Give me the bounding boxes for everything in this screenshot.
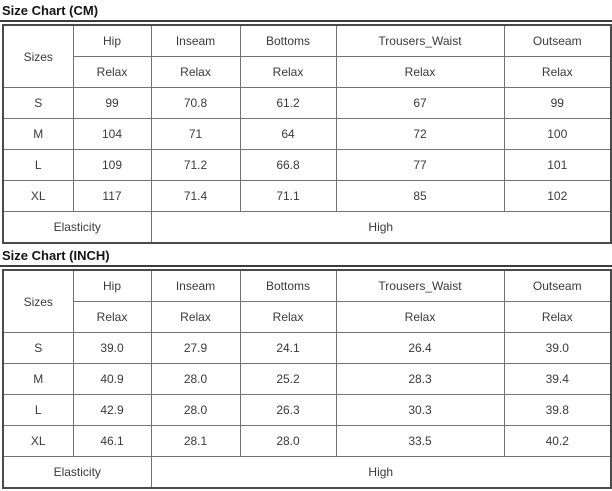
- value-cell: 99: [503, 87, 612, 119]
- value-cell: 71.1: [239, 180, 337, 212]
- value-cell: 39.0: [503, 332, 612, 364]
- value-cell: 42.9: [72, 394, 152, 426]
- column-header-row: Sizes Hip Inseam Bottoms Trousers_Waist …: [2, 269, 612, 333]
- size-label-cell: L: [2, 394, 74, 426]
- elasticity-value-cell: High: [150, 456, 612, 489]
- column-header-bottoms: Bottoms: [239, 269, 337, 302]
- value-cell: 27.9: [150, 332, 241, 364]
- value-cell: 70.8: [150, 87, 241, 119]
- value-cell: 46.1: [72, 425, 152, 457]
- value-cell: 64: [239, 118, 337, 150]
- size-label-cell: XL: [2, 180, 74, 212]
- subheader-relax: Relax: [503, 301, 612, 333]
- table-row-s: S 39.0 27.9 24.1 26.4 39.0: [2, 332, 612, 364]
- value-cell: 102: [503, 180, 612, 212]
- value-cell: 109: [72, 149, 152, 181]
- column-header-hip: Hip: [72, 269, 152, 302]
- value-cell: 26.4: [335, 332, 505, 364]
- column-header-outseam: Outseam: [503, 269, 612, 302]
- value-cell: 71: [150, 118, 241, 150]
- column-header-inseam: Inseam: [150, 269, 241, 302]
- table-row-l: L 42.9 28.0 26.3 30.3 39.8: [2, 394, 612, 426]
- table-row-xl: XL 117 71.4 71.1 85 102: [2, 180, 612, 212]
- table-row-xl: XL 46.1 28.1 28.0 33.5 40.2: [2, 425, 612, 457]
- value-cell: 26.3: [239, 394, 337, 426]
- value-cell: 71.2: [150, 149, 241, 181]
- subheader-relax: Relax: [335, 56, 505, 88]
- value-cell: 77: [335, 149, 505, 181]
- size-label-cell: L: [2, 149, 74, 181]
- table-row-m: M 104 71 64 72 100: [2, 118, 612, 150]
- size-chart-inch-table: Sizes Hip Inseam Bottoms Trousers_Waist …: [2, 269, 612, 489]
- size-label-cell: M: [2, 363, 74, 395]
- size-label-cell: M: [2, 118, 74, 150]
- column-header-trousers-waist: Trousers_Waist: [335, 269, 505, 302]
- size-chart-inch-title: Size Chart (INCH): [0, 246, 612, 267]
- elasticity-label-cell: Elasticity: [2, 456, 152, 489]
- subheader-relax: Relax: [72, 56, 152, 88]
- subheader-relax: Relax: [239, 56, 337, 88]
- sizes-corner-cell: Sizes: [2, 24, 74, 88]
- subheader-relax: Relax: [335, 301, 505, 333]
- value-cell: 85: [335, 180, 505, 212]
- value-cell: 25.2: [239, 363, 337, 395]
- elasticity-label-cell: Elasticity: [2, 211, 152, 244]
- value-cell: 72: [335, 118, 505, 150]
- value-cell: 33.5: [335, 425, 505, 457]
- subheader-row: Relax Relax Relax Relax Relax: [3, 56, 612, 88]
- column-header-row: Sizes Hip Inseam Bottoms Trousers_Waist …: [2, 24, 612, 88]
- table-row-l: L 109 71.2 66.8 77 101: [2, 149, 612, 181]
- table-row-s: S 99 70.8 61.2 67 99: [2, 87, 612, 119]
- elasticity-row: Elasticity High: [2, 211, 612, 244]
- subheader-relax: Relax: [239, 301, 337, 333]
- value-cell: 117: [72, 180, 152, 212]
- value-cell: 40.9: [72, 363, 152, 395]
- value-cell: 71.4: [150, 180, 241, 212]
- column-header-trousers-waist: Trousers_Waist: [335, 24, 505, 57]
- column-header-outseam: Outseam: [503, 24, 612, 57]
- value-cell: 40.2: [503, 425, 612, 457]
- size-chart-cm-section: Size Chart (CM) Sizes Hip Inseam Bottoms…: [0, 1, 612, 244]
- value-cell: 39.4: [503, 363, 612, 395]
- value-cell: 39.0: [72, 332, 152, 364]
- value-cell: 39.8: [503, 394, 612, 426]
- value-cell: 28.0: [150, 363, 241, 395]
- elasticity-value-cell: High: [150, 211, 612, 244]
- value-cell: 67: [335, 87, 505, 119]
- value-cell: 101: [503, 149, 612, 181]
- value-cell: 66.8: [239, 149, 337, 181]
- value-cell: 28.1: [150, 425, 241, 457]
- value-cell: 30.3: [335, 394, 505, 426]
- size-label-cell: XL: [2, 425, 74, 457]
- value-cell: 24.1: [239, 332, 337, 364]
- column-header-bottoms: Bottoms: [239, 24, 337, 57]
- subheader-relax: Relax: [150, 301, 241, 333]
- subheader-relax: Relax: [72, 301, 152, 333]
- size-label-cell: S: [2, 87, 74, 119]
- subheader-relax: Relax: [503, 56, 612, 88]
- table-row-m: M 40.9 28.0 25.2 28.3 39.4: [2, 363, 612, 395]
- sizes-corner-cell: Sizes: [2, 269, 74, 333]
- size-label-cell: S: [2, 332, 74, 364]
- elasticity-row: Elasticity High: [2, 456, 612, 489]
- size-chart-cm-table: Sizes Hip Inseam Bottoms Trousers_Waist …: [2, 24, 612, 244]
- subheader-relax: Relax: [150, 56, 241, 88]
- value-cell: 28.3: [335, 363, 505, 395]
- value-cell: 99: [72, 87, 152, 119]
- column-header-inseam: Inseam: [150, 24, 241, 57]
- value-cell: 61.2: [239, 87, 337, 119]
- subheader-row: Relax Relax Relax Relax Relax: [3, 301, 612, 333]
- value-cell: 28.0: [150, 394, 241, 426]
- size-chart-inch-section: Size Chart (INCH) Sizes Hip Inseam Botto…: [0, 246, 612, 489]
- column-header-hip: Hip: [72, 24, 152, 57]
- size-chart-cm-title: Size Chart (CM): [0, 1, 612, 22]
- value-cell: 104: [72, 118, 152, 150]
- value-cell: 100: [503, 118, 612, 150]
- value-cell: 28.0: [239, 425, 337, 457]
